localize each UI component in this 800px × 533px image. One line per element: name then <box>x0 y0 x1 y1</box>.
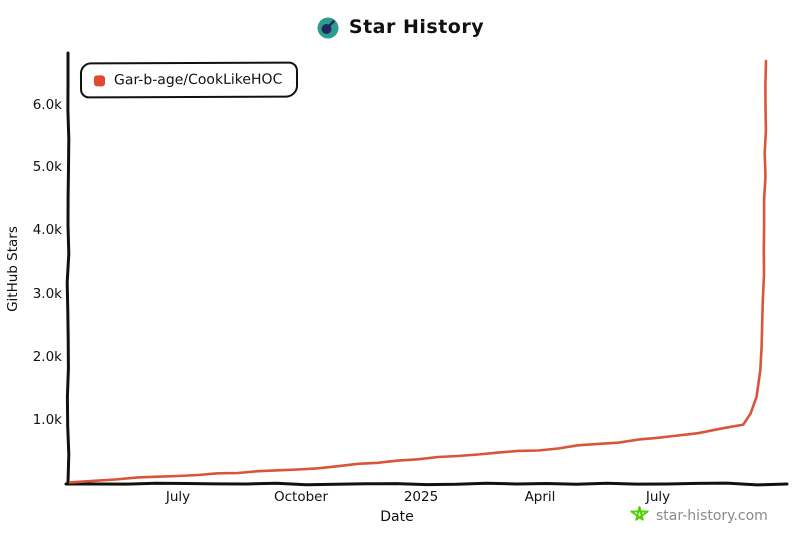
star-history-logo-icon <box>316 15 340 39</box>
watermark-link[interactable]: star-history.com <box>630 506 768 525</box>
legend-series-label: Gar-b-age/CookLikeHOC <box>113 71 283 89</box>
page-title: Star History <box>0 10 800 44</box>
page-title-text: Star History <box>348 16 485 38</box>
x-tick-label: July <box>165 489 191 505</box>
y-tick-label: 6.0k <box>32 97 62 113</box>
x-tick-label: October <box>273 489 329 505</box>
star-doodle-icon <box>630 506 649 525</box>
x-axis-line <box>64 481 789 487</box>
x-axis-title: Date <box>380 509 414 525</box>
x-tick-label: April <box>524 489 556 505</box>
y-tick-label: 4.0k <box>32 222 62 238</box>
y-tick-label: 5.0k <box>32 159 62 175</box>
y-tick-label: 3.0k <box>32 286 62 302</box>
legend-marker-icon <box>93 74 106 86</box>
series-line <box>68 59 768 484</box>
watermark-text: star-history.com <box>656 507 768 524</box>
legend[interactable]: Gar-b-age/CookLikeHOC <box>79 61 299 99</box>
y-tick-label: 2.0k <box>32 349 62 365</box>
x-tick-label: 2025 <box>403 489 439 505</box>
y-axis-line <box>65 51 71 485</box>
y-axis-title: GitHub Stars <box>5 226 21 312</box>
y-tick-label: 1.0k <box>32 412 62 428</box>
x-tick-label: July <box>645 489 671 505</box>
